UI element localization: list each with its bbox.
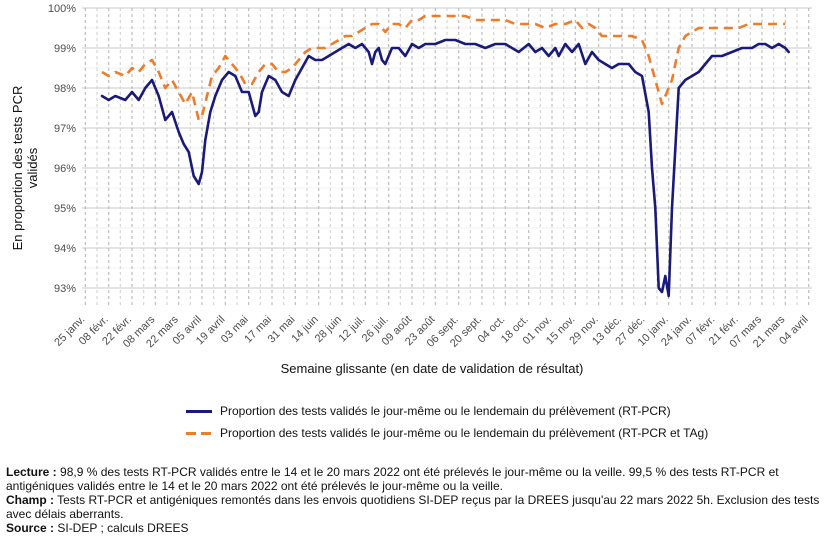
legend-item-rt-pcr: Proportion des tests validés le jour-mêm…	[186, 400, 708, 422]
legend-dashed-line-icon	[186, 428, 212, 438]
chart-series	[100, 14, 790, 298]
legend-label-rt-pcr: Proportion des tests validés le jour-mêm…	[220, 404, 671, 418]
y-tick-label: 95%	[54, 203, 76, 215]
line-chart: 93% 94% 95% 96% 97% 98% 99% 100% 25 janv.08 fév…	[10, 3, 812, 376]
chart-notes: Lecture : 98,9 % des tests RT-PCR validé…	[6, 465, 831, 535]
y-tick-label: 93%	[54, 283, 76, 295]
note-lecture-label: Lecture :	[6, 465, 57, 479]
chart-grid	[82, 7, 812, 308]
legend-solid-line-icon	[186, 406, 212, 416]
note-lecture: Lecture : 98,9 % des tests RT-PCR validé…	[6, 465, 831, 493]
note-champ: Champ : Tests RT-PCR et antigéniques rem…	[6, 493, 831, 521]
note-source-text: SI-DEP ; calculs DREES	[54, 521, 189, 535]
note-champ-label: Champ :	[6, 493, 54, 507]
note-champ-text: Tests RT-PCR et antigéniques remontés da…	[6, 493, 820, 521]
x-axis-title: Semaine glissante (en date de validation…	[281, 361, 584, 376]
chart-legend: Proportion des tests validés le jour-mêm…	[186, 400, 708, 444]
series-line-rt-pcr	[100, 38, 790, 298]
note-source: Source : SI-DEP ; calculs DREES	[6, 521, 831, 535]
y-tick-label: 100%	[48, 3, 76, 15]
note-source-label: Source :	[6, 521, 55, 535]
y-tick-label: 96%	[54, 163, 76, 175]
y-tick-label: 94%	[54, 243, 76, 255]
y-axis-title-line2: validés	[25, 147, 40, 188]
series-line-rt-pcr-tag	[101, 14, 786, 122]
y-axis-title: En proportion des tests PCR	[10, 86, 25, 251]
y-tick-label: 98%	[54, 83, 76, 95]
y-tick-label: 97%	[54, 123, 76, 135]
y-tick-label: 99%	[54, 43, 76, 55]
legend-item-rt-pcr-tag: Proportion des tests validés le jour-mêm…	[186, 422, 708, 444]
y-axis-ticks: 93% 94% 95% 96% 97% 98% 99% 100%	[48, 3, 76, 295]
legend-label-rt-pcr-tag: Proportion des tests validés le jour-mêm…	[220, 426, 709, 440]
note-lecture-text: 98,9 % des tests RT-PCR validés entre le…	[6, 465, 779, 493]
